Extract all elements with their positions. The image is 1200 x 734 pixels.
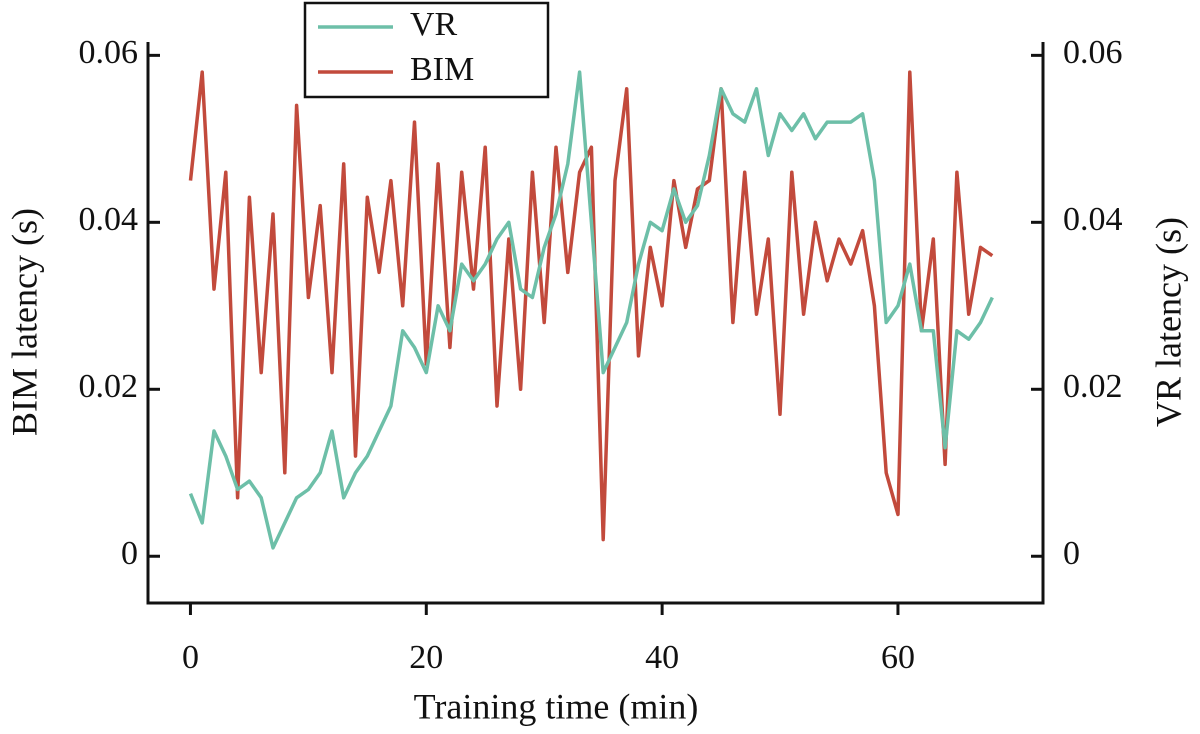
legend-label: BIM [410, 51, 474, 88]
y-tick-label: 0.02 [79, 368, 139, 405]
y2-tick-label: 0.06 [1063, 34, 1123, 71]
y-tick-label: 0 [121, 535, 138, 572]
x-tick-label: 0 [182, 639, 199, 676]
y2-tick-label: 0 [1063, 535, 1080, 572]
x-tick-label: 60 [881, 639, 915, 676]
x-tick-label: 40 [645, 639, 679, 676]
x-axis-label: Training time (min) [414, 686, 699, 726]
y2-tick-label: 0.02 [1063, 368, 1123, 405]
series-line [188, 70, 994, 550]
y2-tick-label: 0.04 [1063, 201, 1123, 238]
y-tick-label: 0.04 [79, 201, 139, 238]
legend-label: VR [410, 6, 458, 43]
x-tick-label: 20 [409, 639, 443, 676]
series-line [188, 70, 994, 542]
legend-box [303, 1, 550, 99]
y2-axis-label: VR latency (s) [1148, 217, 1188, 427]
y-axis-label: BIM latency (s) [4, 208, 44, 436]
y-tick-label: 0.06 [79, 34, 139, 71]
